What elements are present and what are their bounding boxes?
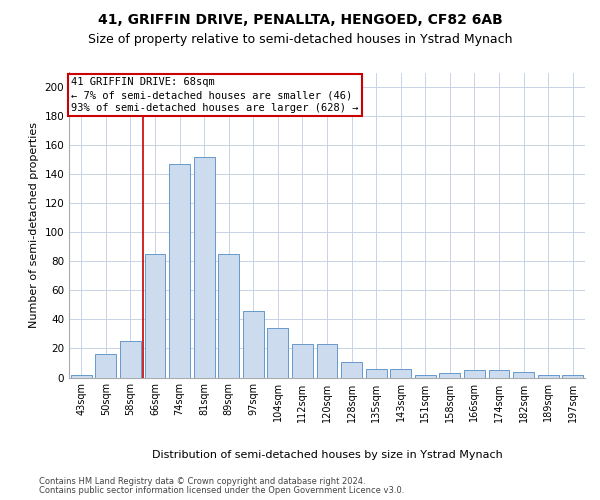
Bar bbox=[71, 374, 92, 378]
Bar bbox=[464, 370, 485, 378]
Text: 41 GRIFFIN DRIVE: 68sqm
← 7% of semi-detached houses are smaller (46)
93% of sem: 41 GRIFFIN DRIVE: 68sqm ← 7% of semi-det… bbox=[71, 77, 359, 114]
Bar bbox=[365, 369, 386, 378]
Bar bbox=[317, 344, 337, 378]
Bar bbox=[169, 164, 190, 378]
Bar bbox=[538, 374, 559, 378]
Bar bbox=[243, 310, 264, 378]
Bar bbox=[488, 370, 509, 378]
Bar bbox=[145, 254, 166, 378]
Y-axis label: Number of semi-detached properties: Number of semi-detached properties bbox=[29, 122, 39, 328]
Bar bbox=[341, 362, 362, 378]
Bar bbox=[268, 328, 289, 378]
Text: Contains HM Land Registry data © Crown copyright and database right 2024.: Contains HM Land Registry data © Crown c… bbox=[39, 477, 365, 486]
Bar bbox=[390, 369, 411, 378]
Bar bbox=[513, 372, 534, 378]
Bar bbox=[218, 254, 239, 378]
Text: Contains public sector information licensed under the Open Government Licence v3: Contains public sector information licen… bbox=[39, 486, 404, 495]
Bar bbox=[120, 341, 141, 378]
Bar bbox=[292, 344, 313, 378]
Bar bbox=[562, 374, 583, 378]
Text: 41, GRIFFIN DRIVE, PENALLTA, HENGOED, CF82 6AB: 41, GRIFFIN DRIVE, PENALLTA, HENGOED, CF… bbox=[98, 12, 502, 26]
Text: Distribution of semi-detached houses by size in Ystrad Mynach: Distribution of semi-detached houses by … bbox=[152, 450, 502, 460]
Text: Size of property relative to semi-detached houses in Ystrad Mynach: Size of property relative to semi-detach… bbox=[88, 32, 512, 46]
Bar bbox=[194, 156, 215, 378]
Bar bbox=[439, 373, 460, 378]
Bar bbox=[415, 374, 436, 378]
Bar bbox=[95, 354, 116, 378]
